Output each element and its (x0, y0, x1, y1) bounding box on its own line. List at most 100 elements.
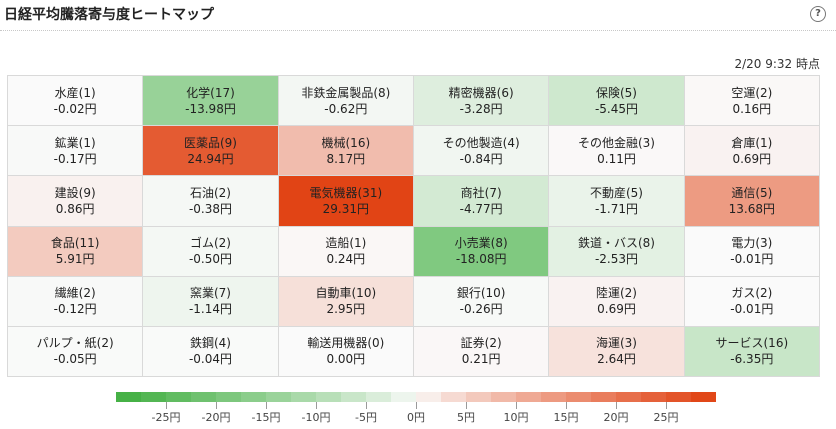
sector-cell[interactable]: 鉄鋼(4) -0.04円 (143, 326, 279, 377)
sector-name: 不動産(5) (589, 185, 643, 200)
sector-cell[interactable]: 電気機器(31) 29.31円 (278, 176, 414, 227)
sector-cell[interactable]: 保険(5) -5.45円 (549, 76, 685, 127)
sector-value: 0.69円 (597, 302, 636, 317)
legend-segment (266, 392, 291, 402)
sector-value: -0.38円 (188, 201, 233, 216)
legend-segment (666, 392, 691, 402)
page-title: 日経平均騰落寄与度ヒートマップ (4, 7, 214, 23)
legend-segment (141, 392, 166, 402)
sector-name: 水産(1) (54, 85, 96, 100)
sector-value: -2.53円 (594, 252, 639, 267)
heatmap-grid: 水産(1) -0.02円 化学(17) -13.98円 非鉄金属製品(8) -0.62円精… (7, 75, 820, 377)
sector-name: 鉱業(1) (54, 135, 96, 150)
sector-cell[interactable]: サービス(16) -6.35円 (684, 326, 820, 377)
sector-name: 電気機器(31) (309, 185, 383, 200)
legend-segment (166, 392, 191, 402)
legend-segment (566, 392, 591, 402)
sector-name: 鉄道・バス(8) (577, 236, 655, 251)
sector-cell[interactable]: 石油(2) -0.38円 (143, 176, 279, 227)
sector-cell[interactable]: 食品(11) 5.91円 (8, 226, 144, 277)
sector-value: 5.91円 (55, 252, 95, 267)
sector-value: -13.98円 (185, 101, 236, 116)
sector-cell[interactable]: 自動車(10) 2.95円 (278, 276, 414, 327)
sector-cell[interactable]: その他金融(3) 0.11円 (549, 126, 685, 177)
sector-cell[interactable]: 銀行(10) -0.26円 (413, 276, 550, 327)
sector-cell[interactable]: 鉄道・バス(8) -2.53円 (549, 226, 685, 277)
sector-value: 0.86円 (55, 201, 95, 216)
legend-segment (366, 392, 391, 402)
sector-value: 2.64円 (597, 352, 636, 367)
sector-name: 化学(17) (186, 85, 235, 100)
sector-cell[interactable]: 医薬品(9) 24.94円 (143, 126, 279, 177)
sector-cell[interactable]: 商社(7) -4.77円 (413, 176, 550, 227)
sector-cell[interactable]: 不動産(5) -1.71円 (549, 176, 685, 227)
legend-segment (691, 392, 716, 402)
legend-segment (216, 392, 241, 402)
sector-name: 繊維(2) (54, 286, 96, 301)
sector-value: 0.11円 (597, 151, 636, 166)
sector-value: 0.16円 (732, 101, 772, 116)
legend-segment (116, 392, 141, 402)
legend-segment (491, 392, 516, 402)
sector-name: 証券(2) (460, 336, 502, 351)
sector-value: 8.17円 (326, 151, 366, 166)
sector-name: 窯業(7) (189, 286, 231, 301)
sector-name: 陸運(2) (595, 286, 637, 301)
sector-cell[interactable]: 非鉄金属製品(8) -0.62円 (278, 76, 414, 127)
legend-label: 0円 (407, 411, 425, 424)
sector-cell[interactable]: 空運(2) 0.16円 (684, 76, 820, 127)
sector-name: 通信(5) (731, 185, 773, 200)
legend-label: -25円 (151, 411, 181, 424)
sector-cell[interactable]: 鉱業(1) -0.17円 (8, 126, 144, 177)
legend-segment (316, 392, 341, 402)
sector-name: 輸送用機器(0) (307, 336, 385, 351)
sector-value: -0.04円 (188, 352, 233, 367)
sector-cell[interactable]: その他製造(4) -0.84円 (413, 126, 550, 177)
sector-cell[interactable]: 陸運(2) 0.69円 (549, 276, 685, 327)
sector-cell[interactable]: 輸送用機器(0) 0.00円 (278, 326, 414, 377)
sector-cell[interactable]: ガス(2) -0.01円 (684, 276, 820, 327)
legend-tick (616, 402, 617, 409)
sector-name: 銀行(10) (456, 286, 506, 301)
legend-tick (416, 402, 417, 409)
sector-cell[interactable]: 繊維(2) -0.12円 (8, 276, 144, 327)
sector-cell[interactable]: 海運(3) 2.64円 (549, 326, 685, 377)
timestamp: 2/20 9:32 時点 (734, 57, 820, 71)
sector-value: 0.24円 (326, 252, 366, 267)
sector-value: 0.21円 (461, 352, 501, 367)
legend-label: -20円 (201, 411, 231, 424)
sector-cell[interactable]: 造船(1) 0.24円 (278, 226, 414, 277)
sector-cell[interactable]: 機械(16) 8.17円 (278, 126, 414, 177)
legend-label: 25円 (653, 411, 679, 424)
sector-name: 倉庫(1) (731, 135, 773, 150)
sector-value: -4.77円 (459, 201, 503, 216)
legend-label: 10円 (503, 411, 529, 424)
sector-name: 機械(16) (321, 135, 371, 150)
sector-value: -6.35円 (730, 352, 774, 367)
sector-cell[interactable]: 建設(9) 0.86円 (8, 176, 144, 227)
legend-tick (266, 402, 267, 409)
sector-cell[interactable]: 通信(5) 13.68円 (684, 176, 820, 227)
legend-tick (566, 402, 567, 409)
sector-cell[interactable]: 倉庫(1) 0.69円 (684, 126, 820, 177)
legend-segment (341, 392, 366, 402)
legend-segment (416, 392, 441, 402)
sector-cell[interactable]: ゴム(2) -0.50円 (143, 226, 279, 277)
legend-label: 20円 (603, 411, 629, 424)
sector-cell[interactable]: 水産(1) -0.02円 (8, 76, 144, 127)
legend-label: 15円 (553, 411, 579, 424)
sector-value: 2.95円 (326, 302, 366, 317)
sector-cell[interactable]: 化学(17) -13.98円 (143, 76, 279, 127)
sector-cell[interactable]: 窯業(7) -1.14円 (143, 276, 279, 327)
help-icon[interactable]: ? (810, 6, 826, 22)
sector-cell[interactable]: 電力(3) -0.01円 (684, 226, 820, 277)
sector-cell[interactable]: 精密機器(6) -3.28円 (413, 76, 550, 127)
legend-tick (166, 402, 167, 409)
sector-name: 自動車(10) (315, 286, 377, 301)
sector-value: 13.68円 (728, 201, 775, 216)
sector-cell[interactable]: パルプ・紙(2) -0.05円 (8, 326, 144, 377)
sector-cell[interactable]: 証券(2) 0.21円 (413, 326, 550, 377)
sector-name: 建設(9) (54, 185, 96, 200)
sector-cell[interactable]: 小売業(8) -18.08円 (413, 226, 550, 277)
legend-segment (441, 392, 466, 402)
